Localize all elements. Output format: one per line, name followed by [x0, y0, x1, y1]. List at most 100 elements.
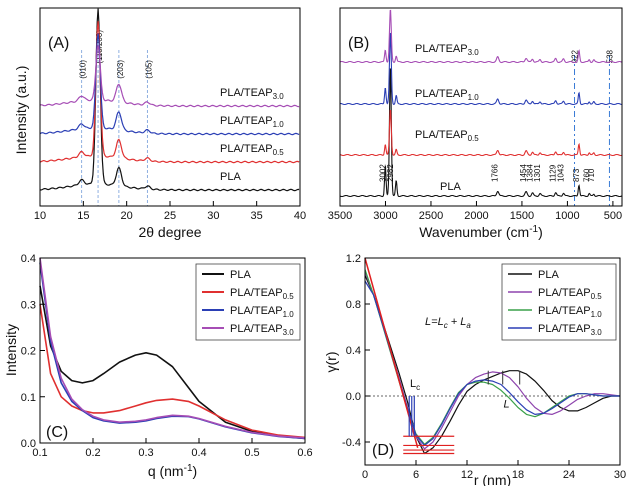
- x-tick-label: 2500: [419, 210, 443, 222]
- x-tick-label: 0: [362, 469, 368, 481]
- x-tick-label: 0.2: [85, 447, 100, 459]
- x-tick-label: 0.6: [297, 447, 312, 459]
- legend-entry: PLA: [538, 269, 559, 281]
- y-tick-label: 0.0: [346, 391, 361, 403]
- x-tick-label: 12: [461, 469, 473, 481]
- series-line: [39, 21, 300, 164]
- y-tick-label: 0.3: [21, 299, 36, 311]
- x-tick-label: 0.3: [138, 447, 153, 459]
- y-tick-label: 0.0: [21, 438, 36, 450]
- x-tick-label: 0.5: [244, 447, 259, 459]
- y-axis-label: γ(r): [323, 352, 339, 373]
- x-tick-label: 35: [251, 210, 263, 222]
- panel-c: 0.1 0.2 0.3 0.4 0.5 0.60.00.10.20.30.4q (nm-1…: [3, 253, 313, 479]
- x-tick-label: 0.1: [32, 447, 47, 459]
- series-line: [39, 33, 300, 136]
- peak-number: 2982: [386, 164, 395, 182]
- y-axis-label: Intensity (a.u.): [13, 66, 29, 155]
- series-line: [39, 285, 306, 440]
- peak-number: 3002: [378, 164, 387, 182]
- y-tick-label: 0.2: [21, 346, 36, 358]
- peak-label: (105): [144, 60, 153, 79]
- peak-label: (010): [79, 60, 88, 79]
- series-label: PLA/TEAP1.0: [415, 88, 479, 102]
- legend-entry: PLA/TEAP3.0: [230, 323, 294, 337]
- series-label: PLA: [220, 171, 241, 183]
- plot-frame: [339, 7, 623, 207]
- series-line: [39, 8, 300, 192]
- legend-entry: PLA/TEAP3.0: [538, 323, 602, 337]
- x-tick-label: 3000: [373, 210, 397, 222]
- band-label: 538: [605, 49, 614, 63]
- peak-number: 760: [582, 168, 591, 182]
- panel-label: (D): [372, 442, 394, 459]
- panel-label: (A): [48, 35, 69, 52]
- series-label: PLA/TEAP1.0: [220, 115, 284, 129]
- x-tick-label: 1000: [555, 210, 579, 222]
- panel-b: 922 538 PLA PLA/TEAP0.5 PLA/TEAP1.0 PLA/TEAP3…: [328, 7, 623, 240]
- x-axis-label: 2θ degree: [138, 224, 201, 240]
- y-tick-label: 1.2: [346, 253, 361, 265]
- x-tick-label: 6: [413, 469, 419, 481]
- x-tick-label: 3500: [328, 210, 352, 222]
- panel-label: (B): [348, 35, 369, 52]
- y-tick-label: -0.4: [342, 437, 361, 449]
- peak-number: 1043: [557, 164, 566, 182]
- equation-text: L=Lc + La: [425, 316, 471, 330]
- peak-number: 1384: [525, 164, 534, 182]
- legend-entry: PLA/TEAP1.0: [230, 305, 294, 319]
- legend-entry: PLA/TEAP0.5: [230, 287, 294, 301]
- series-line: [340, 32, 622, 106]
- series-label: PLA/TEAP0.5: [220, 143, 284, 157]
- series-label: PLA/TEAP3.0: [415, 43, 479, 57]
- legend-entry: PLA: [230, 269, 251, 281]
- x-axis-label: q (nm-1): [148, 463, 197, 479]
- panel-a: (010)(110/200)(203) (105)PLAPLA/TEAP0.5PL…: [13, 7, 306, 240]
- series-line: [39, 304, 306, 439]
- lc-annotation: Lc: [410, 378, 420, 392]
- peak-label: (203): [116, 60, 125, 79]
- y-tick-label: 0.8: [346, 299, 361, 311]
- x-tick-label: 40: [294, 210, 306, 222]
- peak-number: 1129: [549, 164, 558, 182]
- legend-entry: PLA/TEAP1.0: [538, 305, 602, 319]
- x-tick-label: 500: [604, 210, 622, 222]
- x-tick-label: 1500: [510, 210, 534, 222]
- x-axis-label: r (nm): [474, 472, 511, 486]
- x-tick-label: 10: [34, 210, 46, 222]
- series-line: [339, 9, 623, 64]
- peak-number: 710: [587, 168, 596, 182]
- peak-number: 873: [572, 168, 581, 182]
- series-label: PLA/TEAP3.0: [220, 87, 284, 101]
- series-label: PLA/TEAP0.5: [415, 129, 479, 143]
- plot-frame: [364, 257, 621, 466]
- panel-d: 0 6 12 18 24 30 -0.4 0.0 0.4 0.8 1.2 r (nm) γ(r) L=Lc…: [323, 253, 626, 486]
- panel-label: (C): [46, 424, 68, 441]
- peak-number: 1766: [491, 164, 500, 182]
- series-line: [339, 68, 623, 198]
- y-axis-label: Intensity: [3, 324, 19, 376]
- x-tick-label: 25: [164, 210, 176, 222]
- legend-entry: PLA/TEAP0.5: [538, 287, 602, 301]
- series-line: [39, 45, 300, 108]
- l-annotation: L: [504, 399, 510, 411]
- y-tick-label: 0.4: [346, 345, 361, 357]
- x-tick-label: 30: [614, 469, 626, 481]
- x-tick-label: 20: [121, 210, 133, 222]
- x-tick-label: 15: [77, 210, 89, 222]
- band-label: 922: [571, 49, 580, 63]
- y-tick-label: 0.1: [21, 392, 36, 404]
- x-axis-label: Wavenumber (cm-1): [419, 224, 543, 240]
- x-tick-label: 2000: [464, 210, 488, 222]
- series-line: [364, 275, 620, 455]
- x-tick-label: 30: [207, 210, 219, 222]
- peak-number: 1301: [533, 164, 542, 182]
- peak-number: 1454: [519, 164, 528, 182]
- series-line: [339, 109, 623, 157]
- series-line: [39, 257, 306, 439]
- y-tick-label: 0.4: [21, 253, 36, 265]
- x-tick-label: 0.4: [191, 447, 206, 459]
- x-tick-label: 24: [563, 469, 575, 481]
- x-tick-label: 18: [512, 469, 524, 481]
